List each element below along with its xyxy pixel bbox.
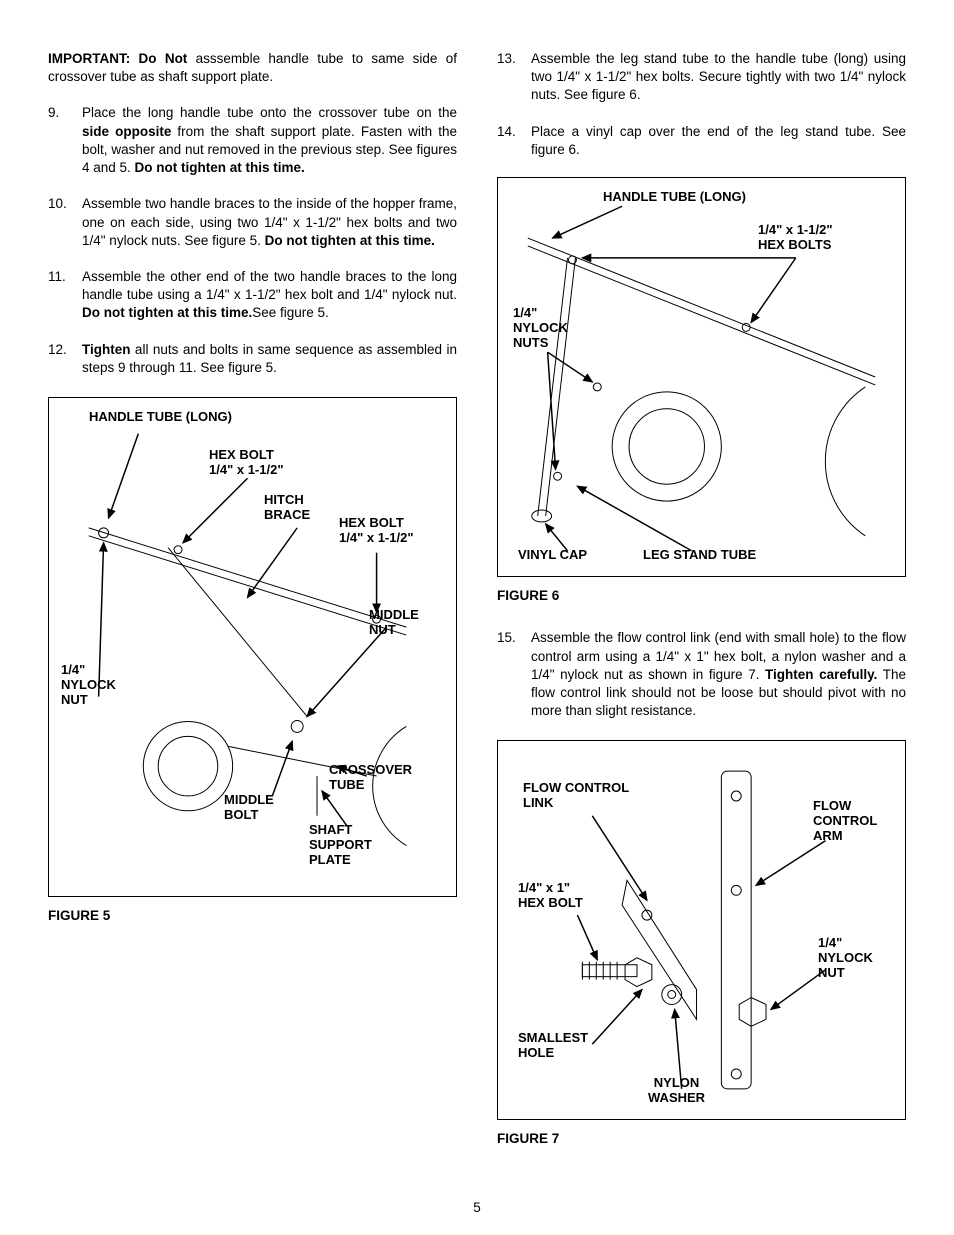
instruction-number: 13.	[497, 50, 531, 105]
figure-6-box: HANDLE TUBE (LONG) 1/4" x 1-1/2" HEX BOL…	[497, 177, 906, 577]
figure-5-box: HANDLE TUBE (LONG) HEX BOLT 1/4" x 1-1/2…	[48, 397, 457, 897]
fig6-label-nylock-nuts: 1/4" NYLOCK NUTS	[513, 306, 568, 351]
fig5-label-crossover-tube: CROSSOVER TUBE	[329, 763, 412, 793]
instruction-number: 10.	[48, 195, 82, 250]
instruction-item: 15.Assemble the flow control link (end w…	[497, 629, 906, 720]
instruction-text: Assemble two handle braces to the inside…	[82, 195, 457, 250]
fig5-label-hex-bolt-1: HEX BOLT 1/4" x 1-1/2"	[209, 448, 283, 478]
instruction-item: 9.Place the long handle tube onto the cr…	[48, 104, 457, 177]
fig5-label-middle-bolt: MIDDLE BOLT	[224, 793, 274, 823]
fig5-label-hex-bolt-2: HEX BOLT 1/4" x 1-1/2"	[339, 516, 413, 546]
right-instruction-list-a: 13.Assemble the leg stand tube to the ha…	[497, 50, 906, 159]
figure-6-svg	[498, 178, 905, 576]
fig5-label-handle-tube: HANDLE TUBE (LONG)	[89, 410, 232, 425]
fig5-label-middle-nut: MIDDLE NUT	[369, 608, 419, 638]
instruction-item: 11.Assemble the other end of the two han…	[48, 268, 457, 323]
page-number: 5	[473, 1199, 481, 1217]
fig7-label-flow-arm: FLOW CONTROL ARM	[813, 799, 877, 844]
instruction-number: 12.	[48, 341, 82, 377]
left-instruction-list: 9.Place the long handle tube onto the cr…	[48, 104, 457, 377]
figure-7-box: FLOW CONTROL LINK FLOW CONTROL ARM 1/4" …	[497, 740, 906, 1120]
fig5-label-shaft-support: SHAFT SUPPORT PLATE	[309, 823, 372, 868]
instruction-text: Assemble the leg stand tube to the handl…	[531, 50, 906, 105]
instruction-item: 14.Place a vinyl cap over the end of the…	[497, 123, 906, 159]
important-lead: IMPORTANT: Do Not	[48, 51, 187, 66]
instruction-text: Tighten all nuts and bolts in same seque…	[82, 341, 457, 377]
instruction-number: 11.	[48, 268, 82, 323]
instruction-text: Place a vinyl cap over the end of the le…	[531, 123, 906, 159]
fig6-label-leg-stand: LEG STAND TUBE	[643, 548, 756, 563]
important-note: IMPORTANT: Do Not asssemble handle tube …	[48, 50, 457, 86]
fig7-label-nylock-nut: 1/4" NYLOCK NUT	[818, 936, 873, 981]
figure-6-caption: FIGURE 6	[497, 587, 906, 605]
left-column: IMPORTANT: Do Not asssemble handle tube …	[48, 50, 457, 1149]
fig5-label-hitch-brace: HITCH BRACE	[264, 493, 310, 523]
instruction-number: 15.	[497, 629, 531, 720]
instruction-item: 10.Assemble two handle braces to the ins…	[48, 195, 457, 250]
fig6-label-hex-bolts: 1/4" x 1-1/2" HEX BOLTS	[758, 223, 832, 253]
fig7-label-nylon-washer: NYLON WASHER	[648, 1076, 705, 1106]
instruction-number: 14.	[497, 123, 531, 159]
fig7-label-flow-link: FLOW CONTROL LINK	[523, 781, 629, 811]
fig6-label-vinyl-cap: VINYL CAP	[518, 548, 587, 563]
instruction-text: Assemble the other end of the two handle…	[82, 268, 457, 323]
instruction-item: 13.Assemble the leg stand tube to the ha…	[497, 50, 906, 105]
right-instruction-list-b: 15.Assemble the flow control link (end w…	[497, 629, 906, 720]
figure-7-caption: FIGURE 7	[497, 1130, 906, 1148]
instruction-item: 12.Tighten all nuts and bolts in same se…	[48, 341, 457, 377]
figure-5-caption: FIGURE 5	[48, 907, 457, 925]
instruction-text: Assemble the flow control link (end with…	[531, 629, 906, 720]
fig7-label-smallest-hole: SMALLEST HOLE	[518, 1031, 588, 1061]
instruction-text: Place the long handle tube onto the cros…	[82, 104, 457, 177]
fig7-label-hex-bolt: 1/4" x 1" HEX BOLT	[518, 881, 583, 911]
fig5-label-nylock-nut: 1/4" NYLOCK NUT	[61, 663, 116, 708]
fig6-label-handle-tube: HANDLE TUBE (LONG)	[603, 190, 746, 205]
right-column: 13.Assemble the leg stand tube to the ha…	[497, 50, 906, 1149]
instruction-number: 9.	[48, 104, 82, 177]
